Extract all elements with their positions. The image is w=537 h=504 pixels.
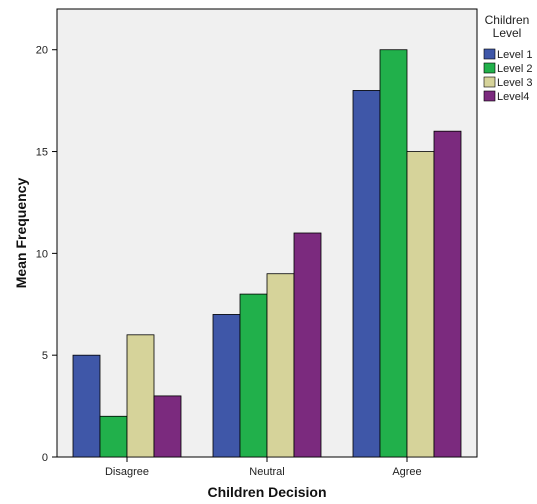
legend-label: Level 3 <box>497 77 532 89</box>
x-tick-label: Neutral <box>249 466 284 478</box>
bar-agree-level4 <box>433 130 462 458</box>
legend-label: Level4 <box>497 91 529 103</box>
y-tick-label: 10 <box>36 248 48 260</box>
x-tick-label: Agree <box>392 466 421 478</box>
bar-disagree-level3 <box>126 334 155 458</box>
y-tick-label: 5 <box>42 350 48 362</box>
y-axis-title: Mean Frequency <box>13 178 29 289</box>
y-tick-label: 0 <box>42 452 48 464</box>
bars-layer <box>72 49 462 458</box>
y-tick-label: 20 <box>36 45 48 57</box>
legend-label: Level 2 <box>497 63 532 75</box>
y-tick-label: 15 <box>36 147 48 159</box>
bar-neutral-level3 <box>266 273 295 458</box>
bar-neutral-level2 <box>239 293 268 458</box>
legend-swatch <box>483 90 496 102</box>
bar-disagree-level4 <box>153 395 182 458</box>
bar-agree-level2 <box>379 49 408 458</box>
bar-neutral-level1 <box>212 314 241 458</box>
legend-swatch <box>483 76 496 88</box>
legend-title: Level <box>493 26 522 40</box>
bar-disagree-level1 <box>72 354 101 458</box>
legend-swatch <box>483 48 496 60</box>
axes-layer: 0 5 10 15 20 Disagree Neutral Agree <box>36 45 422 478</box>
bar-agree-level1 <box>352 90 381 458</box>
legend-swatch <box>483 62 496 74</box>
x-axis-title: Children Decision <box>207 484 326 500</box>
legend-title: Children <box>485 13 530 27</box>
bar-agree-level3 <box>406 151 435 458</box>
bar-neutral-level4 <box>293 232 322 458</box>
x-tick-label: Disagree <box>105 466 149 478</box>
bar-disagree-level2 <box>99 415 128 458</box>
legend-label: Level 1 <box>497 49 532 61</box>
